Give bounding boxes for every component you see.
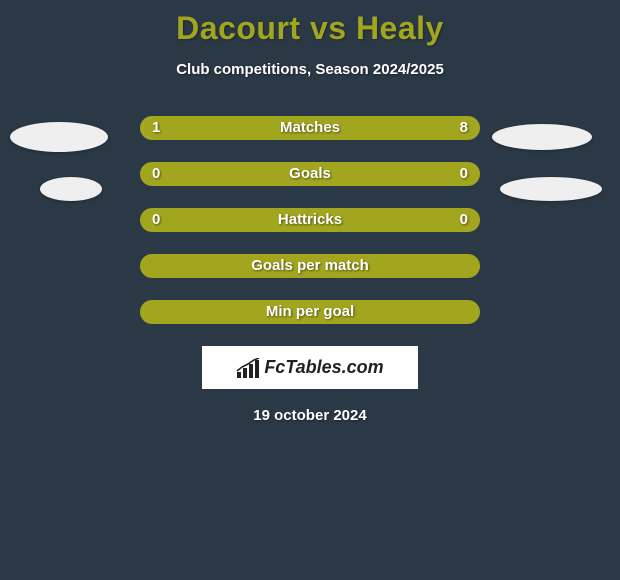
stat-left-value: 0	[152, 208, 160, 232]
fctables-logo[interactable]: FcTables.com	[202, 346, 418, 389]
stat-row: Min per goal	[0, 300, 620, 326]
page-title: Dacourt vs Healy	[0, 0, 620, 47]
stat-label: Min per goal	[140, 300, 480, 324]
stat-label: Matches	[140, 116, 480, 140]
stat-left-value: 1	[152, 116, 160, 140]
stat-label: Hattricks	[140, 208, 480, 232]
stat-right-value: 0	[460, 208, 468, 232]
player-badge	[10, 122, 108, 152]
stat-right-value: 8	[460, 116, 468, 140]
subtitle: Club competitions, Season 2024/2025	[0, 61, 620, 78]
chart-date: 19 october 2024	[0, 407, 620, 424]
stat-label: Goals	[140, 162, 480, 186]
bar-chart-icon	[236, 358, 260, 378]
player-badge	[500, 177, 602, 201]
stat-row: Hattricks0 0	[0, 208, 620, 234]
player-badge	[40, 177, 102, 201]
stat-label: Goals per match	[140, 254, 480, 278]
logo-text: FcTables.com	[264, 357, 383, 378]
player-badge	[492, 124, 592, 150]
stat-right-value: 0	[460, 162, 468, 186]
stat-row: Goals per match	[0, 254, 620, 280]
comparison-chart: Matches18Goals00Hattricks00Goals per mat…	[0, 116, 620, 424]
stat-left-value: 0	[152, 162, 160, 186]
